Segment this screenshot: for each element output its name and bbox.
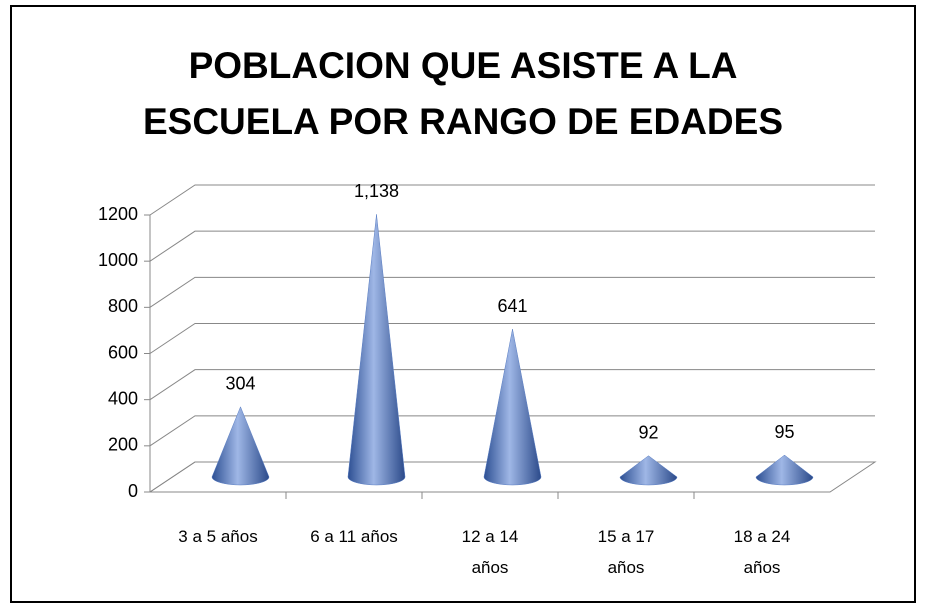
grid-line — [149, 276, 875, 308]
cone-body — [347, 214, 406, 486]
cone-body — [755, 454, 814, 486]
cone — [347, 214, 406, 486]
y-tick-label: 1000 — [98, 250, 138, 270]
x-tick-label: 18 a 24 años — [733, 527, 791, 577]
value-label: 1,138 — [354, 181, 399, 201]
grid-line — [149, 230, 875, 262]
cone — [211, 406, 270, 486]
x-tick-label: 6 a 11 años — [310, 527, 398, 546]
y-tick-label: 200 — [108, 435, 138, 455]
x-tick-label: 15 a 17 años — [597, 527, 655, 577]
y-tick-label: 1200 — [98, 204, 138, 224]
cone — [483, 328, 542, 486]
grid-line — [149, 184, 875, 216]
chart-title: POBLACION QUE ASISTE A LA ESCUELA POR RA… — [142, 45, 784, 142]
grid-line — [149, 415, 875, 447]
value-label: 95 — [774, 422, 794, 442]
cone — [755, 454, 814, 486]
value-label: 641 — [497, 296, 527, 316]
y-tick-label: 400 — [108, 388, 138, 408]
x-tick-label: 12 a 14 años — [461, 527, 519, 577]
cone-body — [483, 328, 542, 486]
value-label: 304 — [225, 374, 255, 394]
value-label: 92 — [638, 423, 658, 443]
cone-body — [619, 455, 678, 486]
y-tick-label: 800 — [108, 296, 138, 316]
y-tick-label: 600 — [108, 342, 138, 362]
grid-line — [149, 323, 875, 354]
chart-border — [10, 5, 916, 603]
grid-line — [149, 369, 875, 401]
cone — [619, 455, 678, 486]
y-tick-label: 0 — [128, 481, 138, 501]
cone-body — [211, 406, 270, 486]
x-tick-label: 3 a 5 años — [178, 527, 258, 546]
